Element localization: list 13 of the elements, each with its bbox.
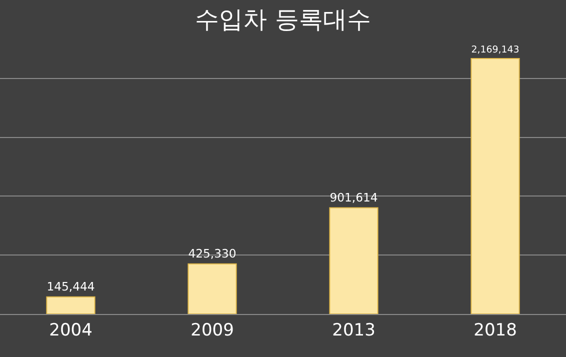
bar xyxy=(470,58,520,314)
chart-title: 수입차 등록대수 xyxy=(195,6,371,34)
bar xyxy=(188,263,237,314)
x-tick-label: 2004 xyxy=(49,320,92,340)
data-label: 145,444 xyxy=(46,279,95,294)
x-tick-label: 2018 xyxy=(474,320,517,340)
data-label: 2,169,143 xyxy=(471,44,520,56)
data-label: 425,330 xyxy=(188,246,236,260)
x-tick-label: 2013 xyxy=(332,320,376,340)
bar xyxy=(46,296,96,314)
x-tick-label: 2009 xyxy=(190,320,234,340)
data-label: 901,614 xyxy=(330,190,378,204)
bar xyxy=(329,207,378,314)
